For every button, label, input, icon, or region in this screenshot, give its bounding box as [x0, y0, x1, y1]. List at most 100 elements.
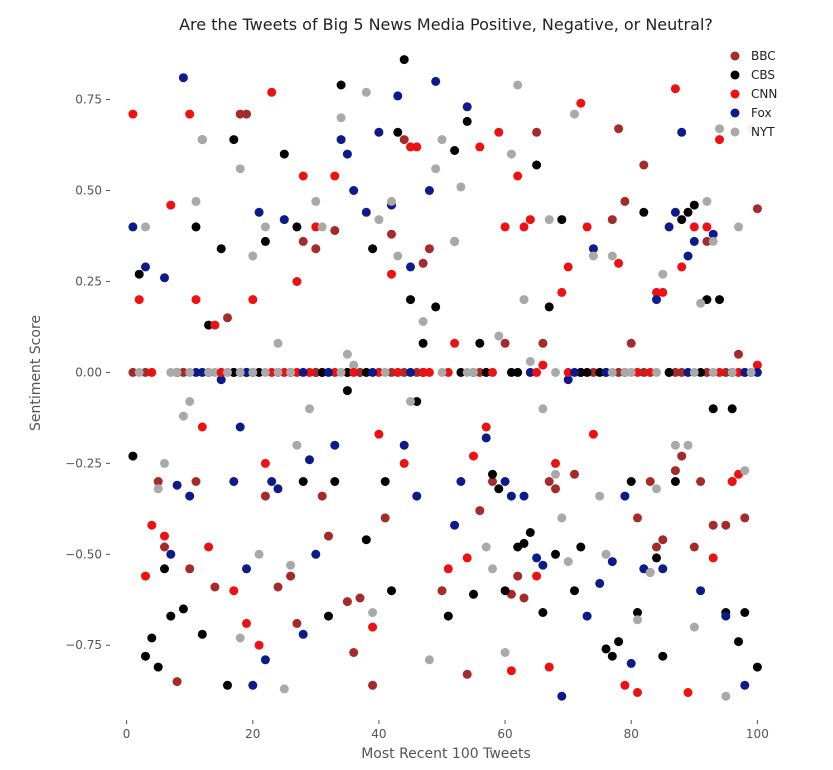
- point-nyt: [708, 367, 718, 377]
- point-bbc: [519, 593, 529, 603]
- point-nyt: [361, 87, 371, 97]
- legend-marker-nyt: [730, 127, 740, 137]
- point-bbc: [210, 582, 220, 592]
- point-nyt: [197, 135, 207, 145]
- point-nyt: [279, 684, 289, 694]
- point-fox: [342, 149, 352, 159]
- point-cnn: [462, 553, 472, 563]
- point-cnn: [330, 171, 340, 181]
- point-cbs: [418, 338, 428, 348]
- point-cbs: [380, 477, 390, 486]
- point-cbs: [513, 367, 523, 377]
- point-cbs: [551, 549, 560, 559]
- x-axis-label: Most Recent 100 Tweets: [361, 746, 531, 762]
- point-bbc: [538, 338, 548, 348]
- point-cbs: [677, 215, 687, 225]
- point-cbs: [412, 397, 422, 406]
- point-cbs: [330, 477, 340, 486]
- point-bbc: [160, 542, 169, 552]
- point-cnn: [443, 564, 453, 574]
- point-cnn: [614, 258, 624, 268]
- point-cnn: [563, 367, 573, 377]
- point-fox: [670, 207, 680, 217]
- point-bbc: [260, 491, 270, 501]
- point-fox: [178, 73, 188, 83]
- point-cnn: [147, 520, 157, 530]
- point-bbc: [191, 477, 201, 486]
- point-fox: [532, 553, 542, 563]
- point-cbs: [160, 564, 169, 574]
- point-fox: [450, 520, 460, 530]
- point-nyt: [286, 367, 296, 377]
- point-bbc: [330, 226, 340, 235]
- point-nyt: [683, 440, 693, 450]
- point-fox: [128, 222, 138, 232]
- point-cnn: [424, 367, 434, 377]
- point-fox: [620, 491, 630, 501]
- point-cbs: [141, 651, 150, 661]
- point-nyt: [235, 633, 245, 643]
- point-cbs: [626, 477, 636, 486]
- point-nyt: [538, 404, 548, 414]
- point-cbs: [279, 149, 289, 159]
- point-cbs: [443, 611, 453, 621]
- point-cbs: [601, 644, 611, 654]
- point-cbs: [582, 367, 592, 377]
- point-nyt: [349, 360, 359, 370]
- point-bbc: [424, 244, 434, 254]
- point-cbs: [607, 651, 617, 661]
- point-cbs: [399, 55, 409, 65]
- point-fox: [424, 186, 434, 195]
- point-bbc: [292, 618, 302, 628]
- point-nyt: [746, 367, 756, 377]
- point-cnn: [469, 451, 478, 461]
- point-fox: [166, 549, 176, 559]
- point-bbc: [626, 338, 636, 348]
- point-nyt: [437, 367, 447, 377]
- point-nyt: [513, 80, 523, 90]
- point-cbs: [431, 302, 441, 312]
- point-cbs: [387, 586, 396, 596]
- point-nyt: [424, 655, 434, 665]
- point-nyt: [702, 196, 712, 206]
- point-cbs: [557, 215, 567, 225]
- chart-title: Are the Tweets of Big 5 News Media Posit…: [179, 15, 713, 34]
- point-bbc: [532, 127, 542, 137]
- point-cbs: [406, 295, 415, 305]
- point-fox: [506, 491, 516, 501]
- point-cbs: [576, 367, 586, 377]
- point-nyt: [191, 196, 201, 206]
- point-cbs: [361, 535, 371, 545]
- point-nyt: [721, 691, 731, 701]
- point-nyt: [588, 251, 598, 261]
- point-fox: [216, 375, 226, 385]
- point-fox: [626, 658, 636, 668]
- point-nyt: [153, 484, 163, 494]
- point-cnn: [191, 295, 201, 305]
- point-cnn: [393, 367, 403, 377]
- point-cbs: [525, 528, 535, 537]
- point-cbs: [342, 386, 352, 396]
- point-fox: [456, 477, 466, 486]
- point-fox: [260, 655, 270, 665]
- point-bbc: [399, 135, 409, 145]
- point-nyt: [336, 367, 346, 377]
- point-bbc: [128, 367, 138, 377]
- point-cnn: [689, 222, 699, 232]
- point-nyt: [500, 648, 510, 657]
- point-nyt: [456, 182, 466, 192]
- point-bbc: [614, 124, 624, 134]
- point-cnn: [242, 618, 251, 628]
- point-nyt: [626, 367, 636, 377]
- point-nyt: [273, 367, 283, 377]
- point-nyt: [374, 215, 384, 225]
- point-cnn: [204, 542, 214, 552]
- point-fox: [393, 91, 403, 101]
- point-cbs: [715, 295, 724, 305]
- point-bbc: [172, 677, 182, 687]
- point-bbc: [412, 367, 422, 377]
- point-cbs: [317, 367, 327, 377]
- point-cnn: [708, 553, 718, 563]
- point-cnn: [166, 200, 176, 210]
- point-cnn: [715, 135, 724, 145]
